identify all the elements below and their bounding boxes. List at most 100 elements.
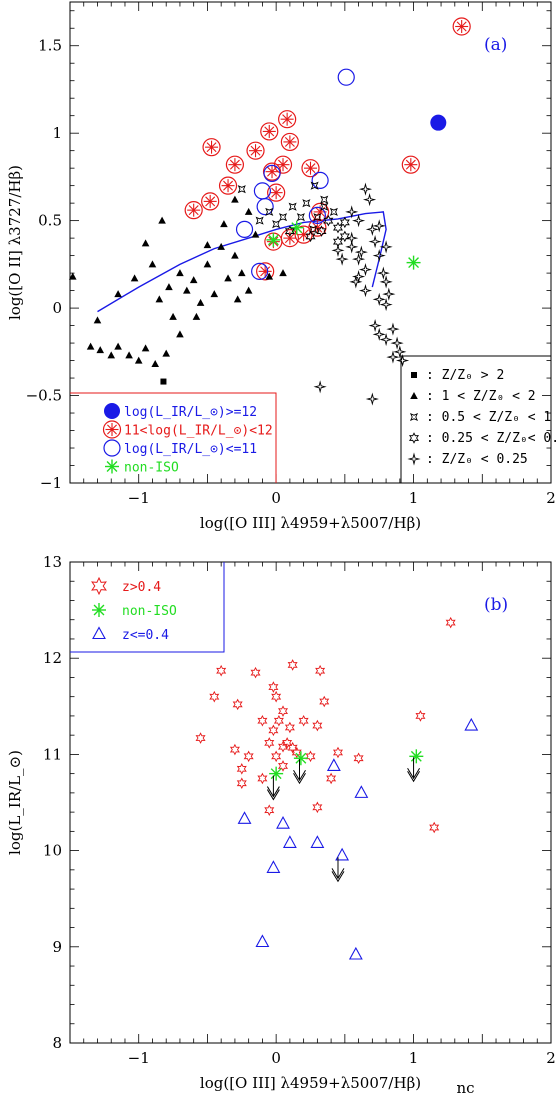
data-point	[141, 239, 150, 247]
data-point	[255, 934, 270, 948]
data-point	[279, 269, 287, 277]
data-point	[287, 741, 298, 754]
y-axis-label: log(L_IR/L_⊙)	[6, 750, 24, 855]
data-point	[287, 659, 298, 671]
data-point	[365, 392, 379, 406]
data-point	[184, 201, 203, 220]
data-point	[358, 182, 373, 196]
data-point	[217, 242, 225, 250]
data-point	[284, 721, 295, 734]
data-point	[348, 946, 363, 960]
data-point	[401, 155, 420, 174]
data-point	[165, 283, 173, 291]
data-point	[354, 785, 369, 798]
x-tick-label: 1	[409, 489, 419, 507]
data-point	[365, 222, 379, 236]
data-point	[158, 216, 166, 224]
data-point	[323, 214, 334, 227]
data-point	[264, 737, 275, 749]
data-point	[236, 763, 247, 775]
data-point	[243, 750, 254, 763]
data-point	[278, 110, 297, 129]
data-point	[301, 159, 320, 178]
data-point	[354, 245, 368, 259]
data-point	[464, 717, 479, 731]
legend-label: log(L_IR/L_⊙)>=12	[124, 405, 257, 420]
legend-label: non-ISO	[124, 461, 179, 476]
legend-label: : 0.5 < Z/Z₀ < 1	[426, 410, 551, 425]
data-point	[430, 114, 447, 131]
legend-label: z<=0.4	[122, 628, 169, 643]
y-tick-label: 8	[52, 1034, 62, 1052]
data-point	[316, 225, 327, 237]
data-point	[251, 230, 260, 238]
data-point	[372, 249, 386, 263]
data-point	[284, 225, 295, 237]
data-point	[409, 749, 424, 764]
panel-label: (b)	[484, 595, 508, 615]
data-point	[235, 220, 254, 238]
data-point	[257, 772, 268, 785]
data-point	[368, 318, 382, 333]
data-point	[195, 732, 206, 744]
data-point	[148, 260, 157, 268]
legend-marker	[92, 603, 106, 617]
data-point	[315, 664, 326, 677]
data-point	[271, 690, 282, 703]
data-point	[282, 737, 293, 749]
legend-marker	[105, 459, 119, 474]
data-point	[293, 751, 308, 766]
data-point	[353, 752, 364, 765]
x-axis-label-subscript: nc	[457, 1079, 475, 1097]
data-point	[237, 811, 252, 824]
data-point	[302, 199, 311, 208]
legend-label: : 1 < Z/Z₀ < 2	[426, 389, 536, 404]
data-point	[319, 695, 330, 708]
legend-label: 11<log(L_IR/L_⊙)<12	[124, 424, 273, 439]
data-point	[244, 207, 253, 215]
data-point	[268, 724, 279, 737]
data-point	[332, 221, 343, 234]
data-point	[244, 286, 253, 294]
data-point	[352, 214, 366, 228]
y-tick-label: 11	[43, 745, 62, 763]
y-tick-label: −0.5	[26, 387, 62, 405]
data-point	[310, 835, 325, 848]
data-point	[264, 804, 275, 816]
data-point	[320, 202, 329, 211]
data-point	[176, 330, 184, 338]
data-point	[358, 284, 373, 298]
legend-marker	[408, 432, 420, 444]
data-point	[452, 17, 471, 36]
model-curve	[97, 211, 387, 313]
upper-limit-arrow	[331, 857, 345, 883]
data-point	[376, 266, 390, 280]
plot-frame	[69, 561, 552, 1044]
data-point	[372, 327, 386, 341]
legend-label: log(L_IR/L_⊙)<=11	[124, 442, 257, 457]
legend-label: z>0.4	[122, 580, 161, 595]
data-point	[218, 176, 238, 195]
data-point	[256, 198, 274, 216]
y-tick-label: 9	[52, 938, 62, 956]
data-point	[255, 216, 264, 225]
legend-marker	[103, 439, 121, 457]
data-point	[176, 269, 184, 277]
data-point	[311, 171, 329, 190]
data-point	[282, 835, 297, 848]
x-tick-label: 2	[546, 489, 556, 507]
data-point	[202, 138, 221, 157]
data-point	[250, 666, 261, 679]
panel-a: −1 0 1 2 −1 −0.5 0 0.5 1 1.5 log([O III] λ4959+λ50…	[6, 1, 558, 532]
data-point	[251, 262, 269, 280]
data-point	[337, 68, 355, 86]
data-point	[229, 743, 240, 756]
data-point	[114, 290, 122, 298]
panel-label: (a)	[484, 35, 507, 55]
data-point	[86, 342, 95, 350]
data-point	[372, 292, 386, 306]
data-point	[379, 275, 393, 289]
x-axis-label: log([O III] λ4959+λ5007/Hβ)	[200, 514, 421, 532]
